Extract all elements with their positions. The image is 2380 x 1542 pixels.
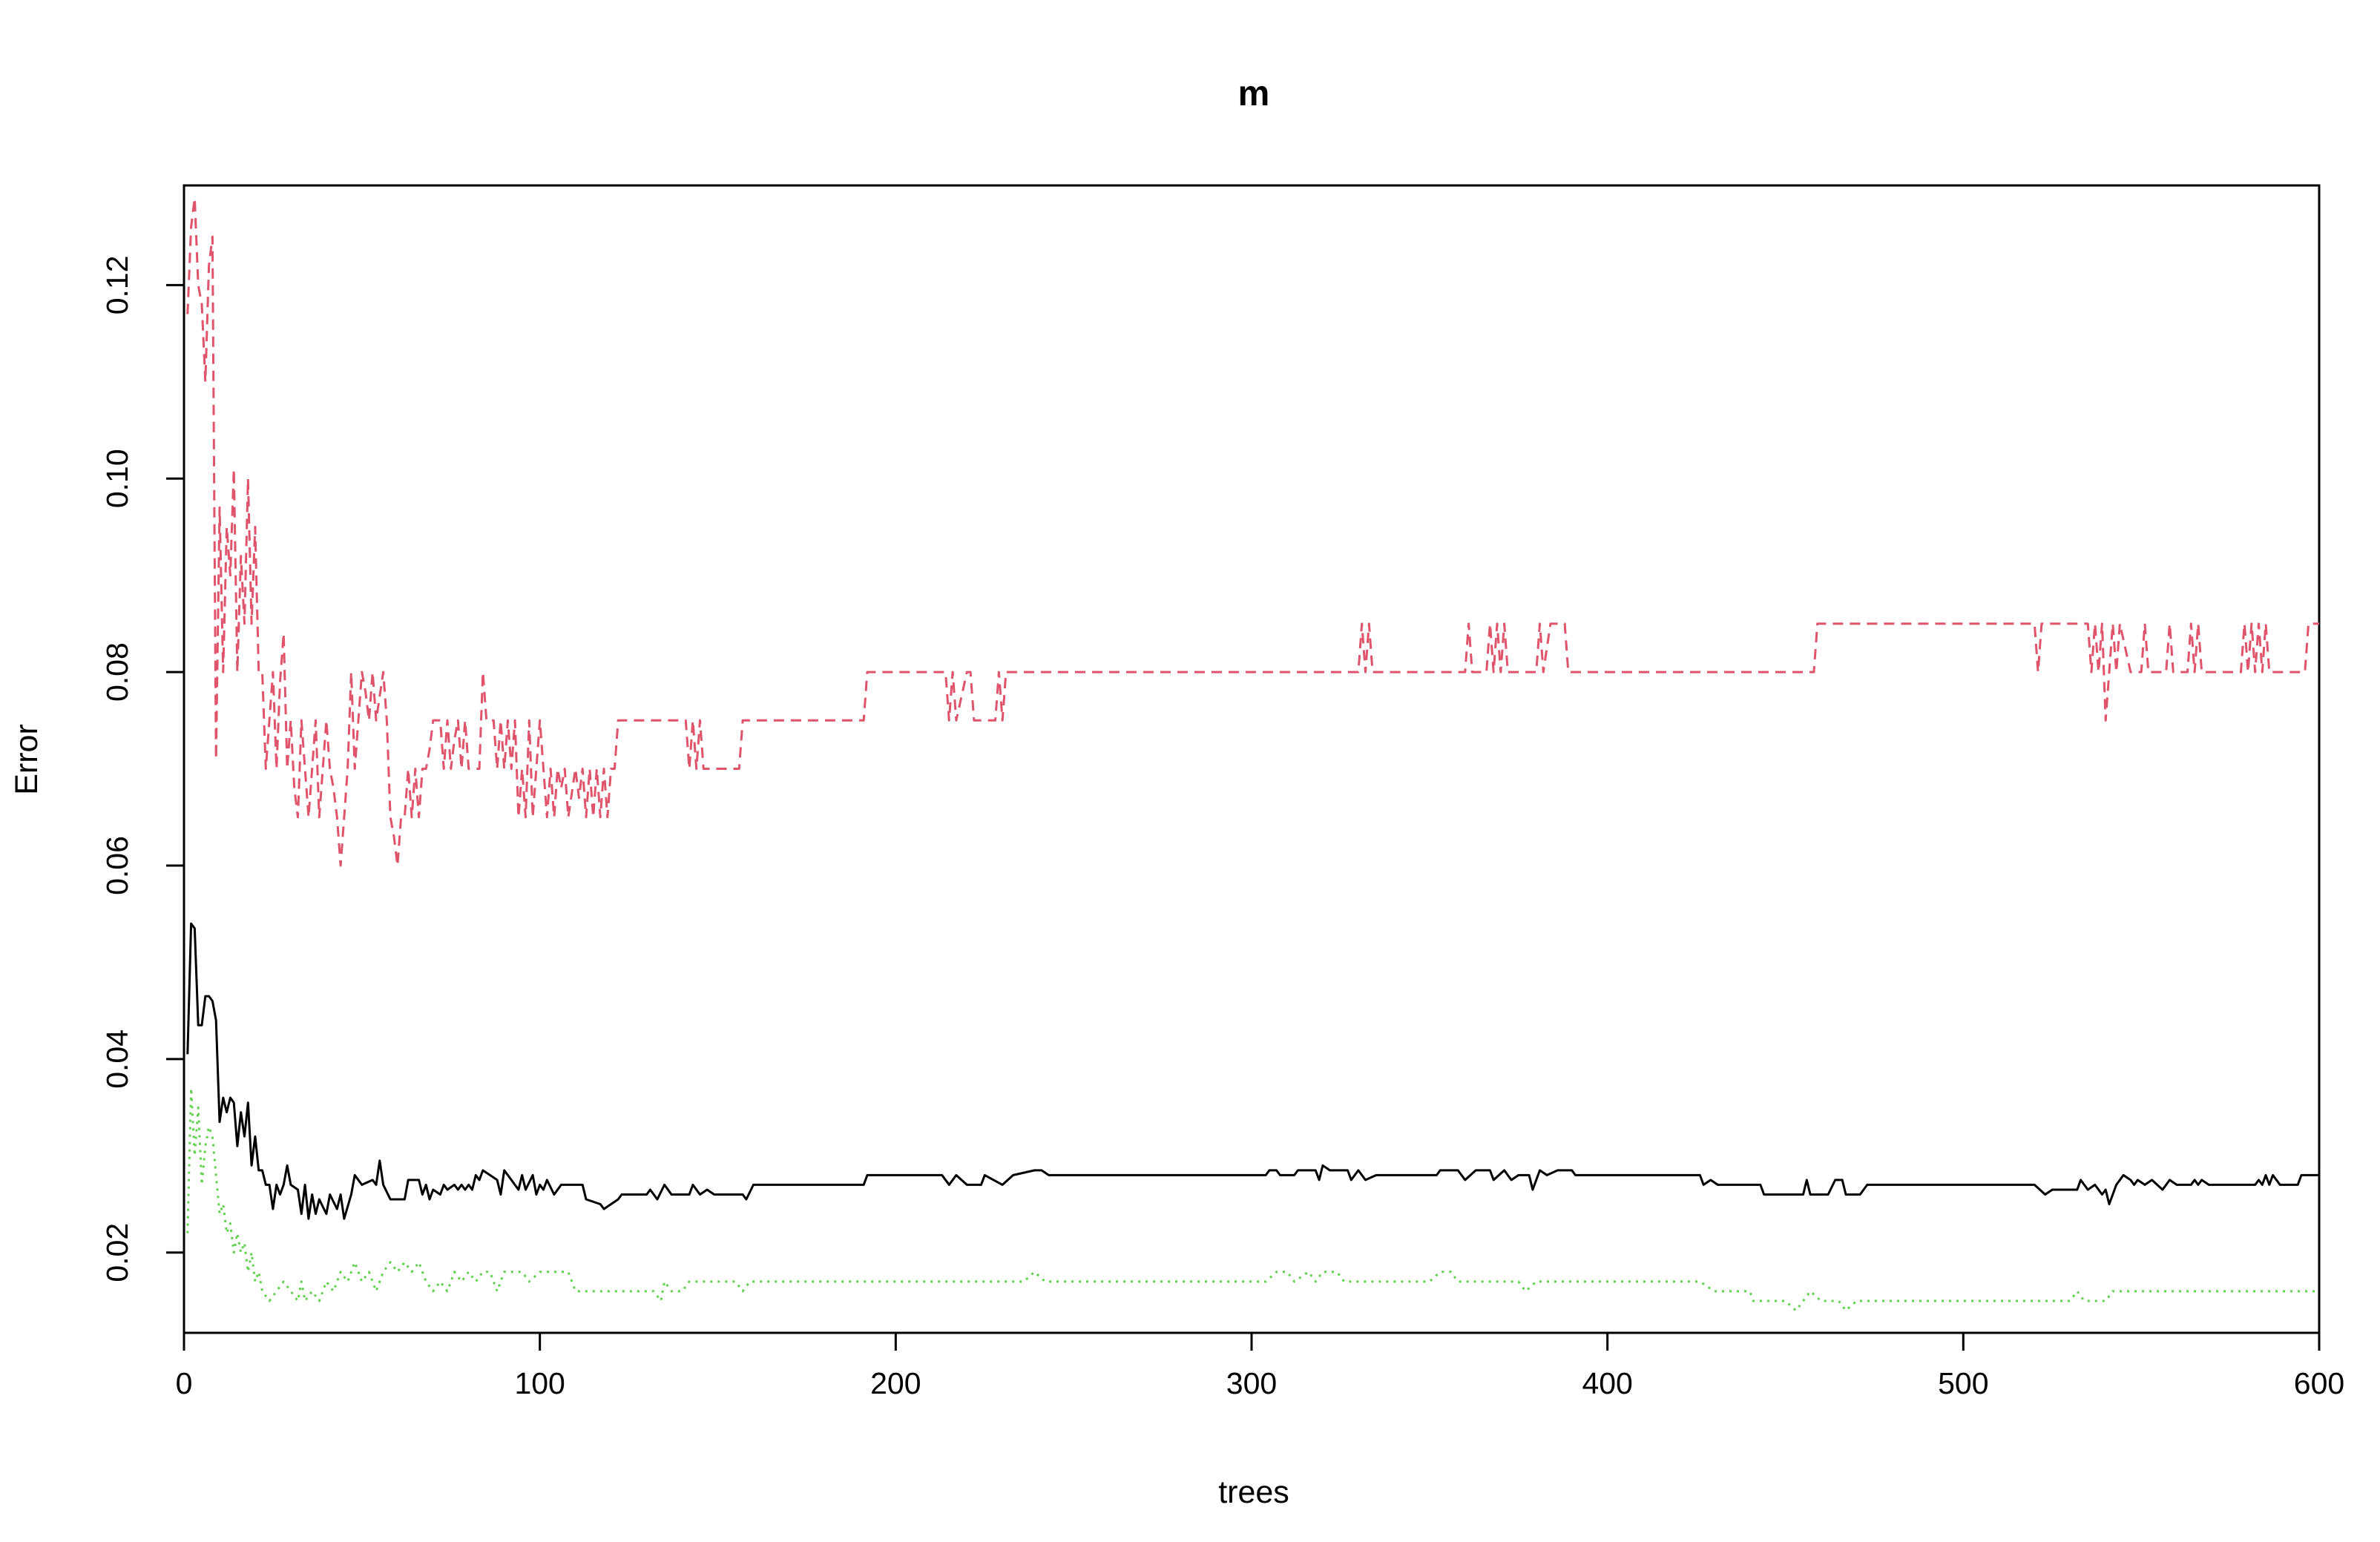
x-tick-label: 200 — [870, 1366, 921, 1400]
y-axis: 0.02 0.04 0.06 0.08 0.10 0.12 — [100, 255, 185, 1282]
x-tick-label: 500 — [1938, 1366, 1988, 1400]
x-tick-label: 0 — [176, 1366, 193, 1400]
x-axis-label: trees — [1218, 1475, 1289, 1510]
x-tick-label: 400 — [1582, 1366, 1632, 1400]
series-line-2 — [186, 197, 2319, 867]
y-tick-label: 0.04 — [100, 1029, 134, 1089]
y-tick-label: 0.06 — [100, 836, 134, 895]
x-tick-label: 100 — [514, 1366, 565, 1400]
x-tick-label: 300 — [1226, 1366, 1277, 1400]
series-layer — [186, 197, 2319, 1312]
y-tick-label: 0.12 — [100, 255, 134, 314]
y-tick-label: 0.10 — [100, 449, 134, 508]
y-tick-label: 0.02 — [100, 1223, 134, 1282]
y-tick-label: 0.08 — [100, 642, 134, 702]
y-axis-label: Error — [9, 724, 45, 795]
x-axis: 0 100 200 300 400 500 600 — [176, 1331, 2344, 1400]
x-tick-label: 600 — [2294, 1366, 2344, 1400]
series-line-1 — [186, 922, 2319, 1220]
chart-title: m — [1238, 74, 1270, 113]
series-line-3 — [186, 1087, 2319, 1312]
